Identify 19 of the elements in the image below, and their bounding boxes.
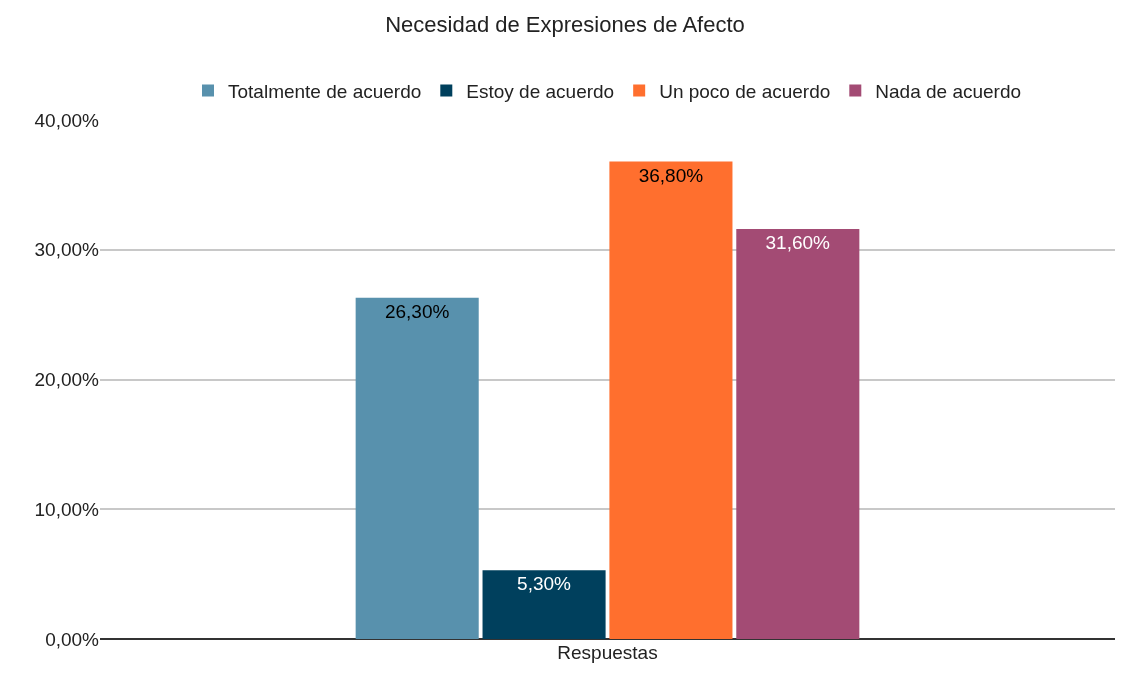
legend-label: Un poco de acuerdo (659, 80, 831, 102)
y-tick-label: 10,00% (34, 498, 100, 520)
chart-title: Necesidad de Expresiones de Afecto (385, 12, 745, 38)
y-tick-label: 30,00% (34, 239, 100, 261)
bar (609, 161, 733, 639)
x-tick-label: Respuestas (557, 642, 658, 663)
data-label: 31,60% (765, 231, 831, 253)
data-label: 5,30% (517, 573, 572, 595)
y-tick-label: 20,00% (34, 369, 100, 391)
legend-label: Estoy de acuerdo (466, 80, 615, 102)
bar (355, 297, 479, 639)
data-label: 26,30% (384, 300, 450, 322)
bar (736, 228, 860, 639)
legend-label: Totalmente de acuerdo (228, 80, 422, 102)
y-tick-label: 40,00% (34, 109, 100, 131)
bar (482, 570, 606, 639)
data-label: 36,80% (638, 164, 704, 186)
legend-label: Nada de acuerdo (875, 80, 1022, 102)
y-tick-label: 0,00% (45, 628, 100, 650)
